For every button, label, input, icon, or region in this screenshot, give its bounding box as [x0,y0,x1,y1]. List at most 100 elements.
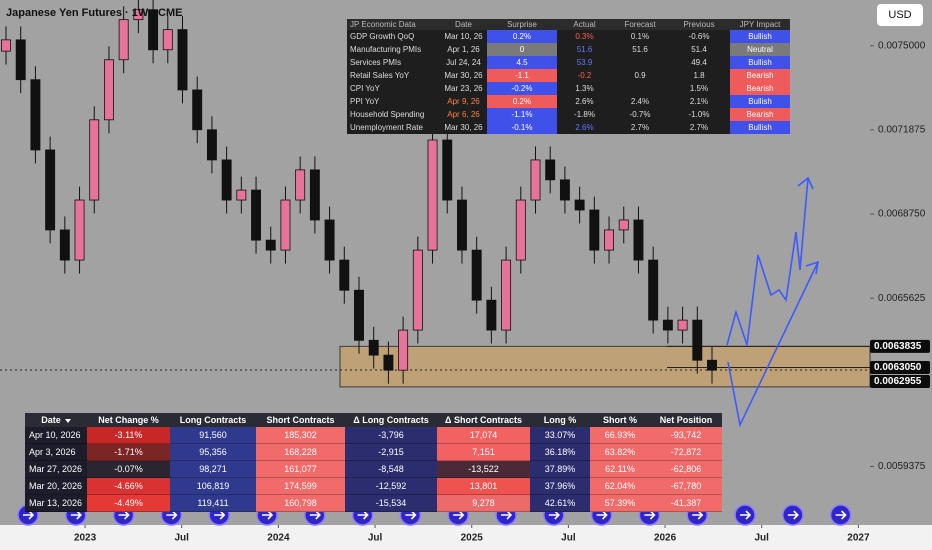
table-cell: Apr 1, 26 [447,45,480,54]
table-cell: 0.2% [487,95,557,108]
candle-body [383,354,394,371]
candle-body [133,9,144,21]
currency-button[interactable]: USD [877,4,923,26]
table-body: GDP Growth QoQ Mar 10, 26 0.2% 0.3% 0.1% -0.6… [347,30,790,134]
icon-arrow [70,510,82,520]
table-header: Date Net Change % Long Contracts Short Cont… [25,413,722,427]
table-cell: 2.6% [575,97,594,106]
table-cell: -3,796 [345,427,437,444]
economic-table: JP Economic Data Date Surprise Actual Foreca… [347,19,790,134]
x-tick-label: 2023 [74,533,97,544]
table-cell: Manufacturing PMIs [350,45,422,54]
table-row: Apr 3, 2026 -1.71% 95,356 168,228 -2,915 7,15… [25,443,722,461]
candle-body [251,189,262,241]
table-cell: 0.2% [487,30,557,43]
table-cell: Bearish [730,108,790,121]
table-cell: -1.1% [487,108,557,121]
table-cell: 1.3% [575,84,594,93]
table-row: Mar 13, 2026 -4.49% 119,411 160,798 -15,534 9… [25,494,722,512]
x-tick-label: 2026 [654,533,677,544]
table-body: Apr 10, 2026 -3.11% 91,560 185,302 -3,796 17,… [25,427,722,512]
candle-body [118,19,129,61]
table-cell: 62.04% [590,477,650,495]
candle-body [354,289,364,341]
table-cell: 161,077 [256,460,345,478]
candle-body [662,319,673,331]
table-cell: 106,819 [170,477,256,495]
table-cell: CPI YoY [350,84,380,93]
table-cell: -2,915 [345,443,437,461]
table-row: GDP Growth QoQ Mar 10, 26 0.2% 0.3% 0.1% -0.6… [347,30,790,43]
table-cell: -93,742 [650,427,722,444]
x-tick-label: 2024 [267,533,290,544]
table-cell: 0.9 [634,71,646,80]
table-cell: Apr 6, 26 [447,110,480,119]
table-cell: -0.1% [487,121,557,134]
arrow-head [797,176,814,190]
candle-body [692,319,703,361]
price-label-box [870,339,930,353]
table-cell: -72,872 [650,443,722,461]
candle-body [339,259,350,291]
table-cell: Bullish [730,121,790,134]
column-header: Actual [557,19,612,30]
table-cell: -0.2 [577,71,592,80]
event-icon [734,504,756,526]
table-cell: -4.49% [87,494,170,512]
table-cell: 1.8 [693,71,705,80]
column-header: JP Economic Data [347,19,440,30]
y-tick-label: 0.0068750 [878,209,926,220]
table-cell: Apr 3, 2026 [25,443,87,461]
table-cell: 51.6 [576,45,593,54]
table-cell: 62.11% [590,460,650,478]
table-row: CPI YoY Mar 23, 26 -0.2% 1.3% 1.5% Bearish [347,82,790,95]
y-tick-label: 0.0059375 [878,461,926,472]
table-cell: -1.1 [487,69,557,82]
event-icon [782,504,804,526]
table-cell: -1.71% [87,443,170,461]
supply-demand-zone [339,345,871,388]
table-row: Apr 10, 2026 -3.11% 91,560 185,302 -3,796 17,… [25,427,722,444]
candle-body [265,239,276,251]
y-tick-label: 0.0075000 [878,40,926,51]
column-header: Δ Short Contracts [437,413,530,427]
candle-body [368,339,379,356]
candle-body [280,199,291,251]
table-cell: Mar 30, 26 [444,123,483,132]
candle-layer [1,0,717,384]
x-tick-label: 2025 [461,533,484,544]
table-row: Manufacturing PMIs Apr 1, 26 0 51.6 51.6 51.4… [347,43,790,56]
table-cell: -8,548 [345,460,437,478]
table-cell: 33.07% [530,427,590,444]
table-cell [612,56,668,69]
table-cell: Household Spending [350,110,425,119]
candle-body [148,9,159,51]
column-header: Date [25,413,87,427]
table-cell: Mar 23, 26 [444,84,483,93]
table-cell: 2.6% [575,123,594,132]
table-cell: 95,356 [170,443,256,461]
icon-arrow [453,510,465,520]
column-header: Net Position [650,413,722,427]
time-axis-band [0,525,932,550]
candle-body [1,39,11,52]
table-row: PPI YoY Apr 9, 26 0.2% 2.6% 2.4% 2.1% Bullish [347,95,790,108]
candle-body [103,59,114,121]
table-cell: 160,798 [256,494,345,512]
candle-body [295,169,306,201]
event-icon [17,504,39,526]
icon-arrow [118,510,130,520]
table-cell: Unemployment Rate [350,123,423,132]
icon-arrow [692,510,704,520]
table-cell: Neutral [730,43,790,56]
y-tick-label: 0.0065625 [878,293,926,304]
table-cell: 91,560 [170,427,256,444]
icon-arrow [596,510,608,520]
icon-arrow [214,510,226,520]
candle-body [530,159,541,201]
candle-body [324,219,335,261]
candle-body [456,199,467,251]
column-header: Date [440,19,487,30]
